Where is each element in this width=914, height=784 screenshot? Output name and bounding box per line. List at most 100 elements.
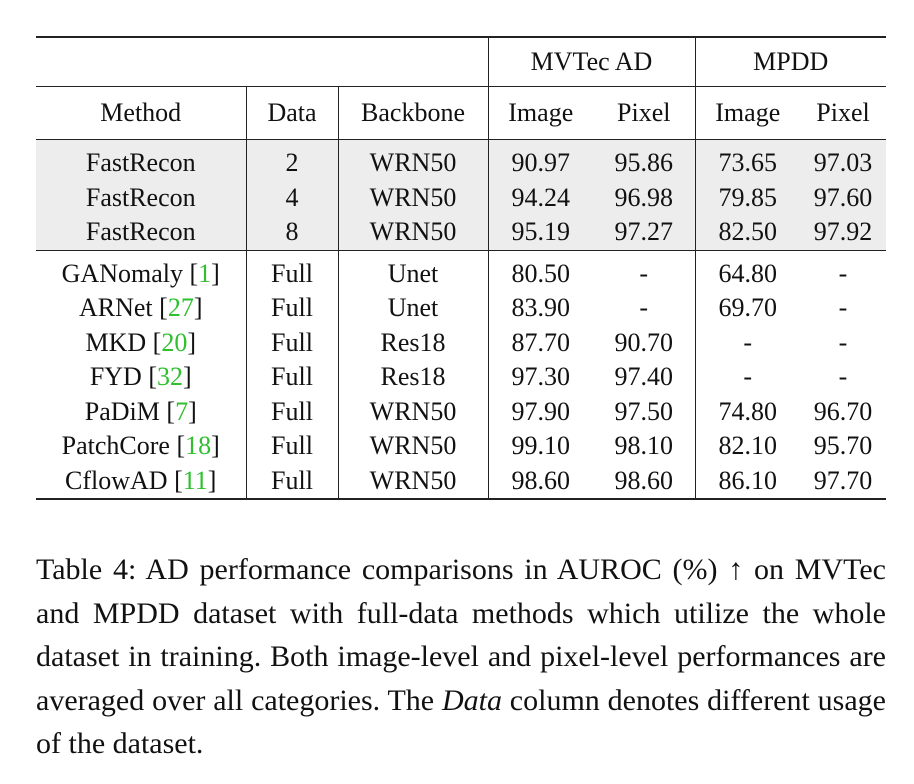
cell-mv-pixel: 90.70	[614, 327, 674, 357]
col-header-mpdd-image: Image	[694, 86, 800, 140]
col-header-mpdd-pixel: Pixel	[800, 86, 886, 140]
cell-method: FastRecon	[36, 215, 246, 250]
citation-link[interactable]: 11	[182, 465, 208, 495]
column-header-row: Method Data Backbone Image Pixel Image P…	[36, 86, 886, 140]
results-table: MVTec AD MPDD Method Data Backbone Image…	[36, 36, 886, 500]
results-table-container: MVTec AD MPDD Method Data Backbone Image…	[36, 36, 886, 500]
method-name: MKD	[85, 327, 147, 357]
col-header-mvtec-pixel: Pixel	[593, 86, 695, 140]
caption-lead: Table 4: AD performance comparisons in A…	[36, 553, 886, 717]
table-row: FastRecon 4 WRN50 94.24 96.98 79.85 97.60	[36, 180, 886, 215]
col-header-mvtec-image: Image	[487, 86, 593, 140]
caption-italic-data: Data	[441, 683, 502, 717]
cell-data: Full	[245, 291, 338, 326]
cell-mp-pixel: 97.60	[800, 180, 886, 215]
method-name: FastRecon	[85, 217, 196, 247]
citation-open: [	[169, 431, 186, 461]
cell-mp-image: 74.80	[694, 394, 800, 429]
method-name: FastRecon	[85, 182, 196, 212]
citation-close: ]	[183, 362, 192, 392]
cell-data: Full	[245, 394, 338, 429]
cell-method: ARNet [27]	[36, 291, 246, 326]
method-name: FastRecon	[85, 148, 196, 178]
cell-data: Full	[245, 429, 338, 464]
cell-mp-image: 82.10	[694, 429, 800, 464]
cell-method: MKD [20]	[36, 326, 246, 361]
cell-backbone: Unet	[337, 291, 488, 326]
citation-close: ]	[211, 258, 220, 288]
cell-backbone: WRN50	[337, 394, 488, 429]
citation-open: [	[141, 362, 157, 392]
citation-open: [	[167, 465, 183, 495]
cell-mv-pixel: 96.98	[593, 180, 695, 215]
col-header-data: Data	[245, 86, 338, 140]
citation-link[interactable]: 7	[175, 396, 189, 426]
cell-mv-pixel: -	[639, 293, 649, 323]
cell-method: FYD [32]	[36, 360, 246, 395]
cell-mp-image: 86.10	[694, 463, 800, 500]
results-table-body: MVTec AD MPDD Method Data Backbone Image…	[36, 36, 886, 500]
cell-mv-pixel: 98.60	[593, 463, 695, 500]
group-header-blank	[36, 36, 488, 87]
cell-mp-image: -	[694, 360, 800, 395]
cell-mp-pixel: 96.70	[813, 396, 873, 426]
cell-mv-pixel: 97.50	[614, 396, 674, 426]
cell-mp-pixel: -	[800, 249, 886, 291]
cell-mv-image: 99.10	[487, 429, 593, 464]
cell-mp-image: -	[694, 325, 800, 360]
table-row: GANomaly [1] Full Unet 80.50-64.80-	[36, 249, 886, 291]
cell-method: PaDiM [7]	[36, 395, 246, 430]
citation-close: ]	[187, 327, 196, 357]
cell-mv-image: 90.97	[487, 139, 593, 181]
method-name: CflowAD	[65, 465, 168, 495]
table-row: PaDiM [7] Full WRN50 97.90 97.50 74.80 96.70	[36, 394, 886, 430]
cell-mp-image: 69.70	[694, 291, 800, 326]
citation-open: [	[146, 327, 162, 357]
citation-close: ]	[207, 465, 217, 495]
cell-data: Full	[245, 463, 338, 500]
cell-data: 2	[245, 139, 338, 181]
cell-data: Full	[245, 249, 338, 291]
citation-close: ]	[211, 431, 220, 461]
cell-data: Full	[245, 325, 338, 360]
cell-mv-pixel: 98.10	[614, 431, 674, 461]
cell-mp-pixel: 95.70	[813, 431, 873, 461]
cell-backbone: Unet	[337, 249, 488, 291]
group-header-mpdd: MPDD	[694, 36, 886, 87]
citation-close: ]	[188, 396, 197, 426]
cell-mv-image: 97.90	[487, 394, 593, 429]
cell-mv-pixel: -	[593, 249, 695, 291]
method-name: PatchCore	[61, 431, 170, 461]
cell-method: PatchCore [18]	[36, 429, 246, 464]
cell-mv-image: 94.24	[487, 180, 593, 215]
table-row: CflowAD [11] Full WRN50 98.60 98.60 86.10 97.7…	[36, 463, 886, 500]
cell-backbone: WRN50	[337, 215, 488, 250]
citation-link[interactable]: 20	[161, 327, 188, 357]
cell-data: 4	[245, 180, 338, 215]
table-row: MKD [20] Full Res18 87.70 90.70- -	[36, 325, 886, 361]
cell-mp-image: 64.80	[694, 249, 800, 291]
cell-mp-image: 79.85	[694, 180, 800, 215]
group-header-mvtec: MVTec AD	[487, 36, 695, 87]
cell-backbone: WRN50	[337, 139, 488, 181]
cell-mv-pixel: 97.27	[593, 215, 695, 250]
cell-mv-image: 98.60	[487, 463, 593, 500]
method-name: FYD	[89, 362, 142, 392]
method-name: ARNet	[78, 293, 153, 323]
cell-method: FastRecon	[36, 180, 246, 215]
cell-mp-pixel: 97.70	[800, 463, 886, 500]
citation-link[interactable]: 18	[185, 431, 212, 461]
cell-mp-pixel: -	[838, 293, 848, 323]
cell-data: 8	[245, 215, 338, 250]
cell-mp-pixel: -	[838, 327, 848, 357]
cell-method: FastRecon	[36, 139, 246, 181]
table-caption: Table 4: AD performance comparisons in A…	[36, 548, 886, 766]
citation-link[interactable]: 27	[167, 293, 194, 323]
citation-link[interactable]: 32	[157, 362, 183, 392]
cell-mv-image: 87.70	[487, 325, 593, 360]
citation-link[interactable]: 1	[198, 258, 212, 288]
cell-backbone: Res18	[337, 325, 488, 360]
table-row: PatchCore [18] Full WRN50 99.10 98.10 82.10 95…	[36, 429, 886, 464]
cell-mv-image: 80.50	[487, 249, 593, 291]
cell-mv-image: 95.19	[487, 215, 593, 250]
